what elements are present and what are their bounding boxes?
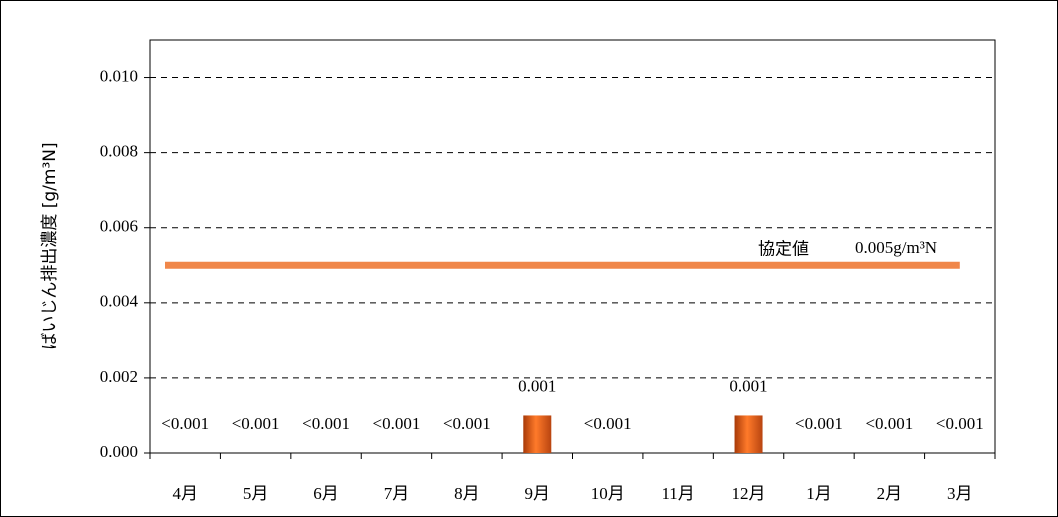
x-tick-label: 1月 [806,484,832,503]
y-tick-label: 0.004 [100,292,139,311]
y-tick-label: 0.000 [100,442,138,461]
x-tick-label: 2月 [877,484,903,503]
y-tick-label: 0.010 [100,66,138,85]
bar [523,415,552,453]
value-label: <0.001 [232,414,280,433]
value-label: <0.001 [795,414,843,433]
value-label: 0.001 [729,376,767,395]
value-label: <0.001 [373,414,421,433]
x-tick-label: 6月 [313,484,339,503]
x-tick-label: 9月 [525,484,551,503]
bar [734,415,763,453]
value-label: <0.001 [302,414,350,433]
y-tick-label: 0.008 [100,142,138,161]
x-tick-label: 11月 [661,484,694,503]
value-label: <0.001 [865,414,913,433]
y-axis-label: ばいじん排出濃度 [g/m³N] [40,142,60,349]
value-label: 0.001 [518,376,556,395]
x-tick-label: 4月 [172,484,198,503]
reference-label: 協定値 [758,239,809,259]
reference-value-label: 0.005g/m³N [855,238,937,257]
value-label: <0.001 [443,414,491,433]
y-tick-label: 0.002 [100,367,138,386]
x-tick-label: 8月 [454,484,480,503]
x-tick-label: 12月 [732,484,766,503]
y-tick-label: 0.006 [100,217,138,236]
value-label: <0.001 [936,414,984,433]
x-tick-label: 7月 [384,484,410,503]
x-tick-label: 3月 [947,484,973,503]
value-label: <0.001 [161,414,209,433]
x-tick-label: 10月 [591,484,625,503]
x-tick-label: 5月 [243,484,269,503]
value-label: <0.001 [584,414,632,433]
